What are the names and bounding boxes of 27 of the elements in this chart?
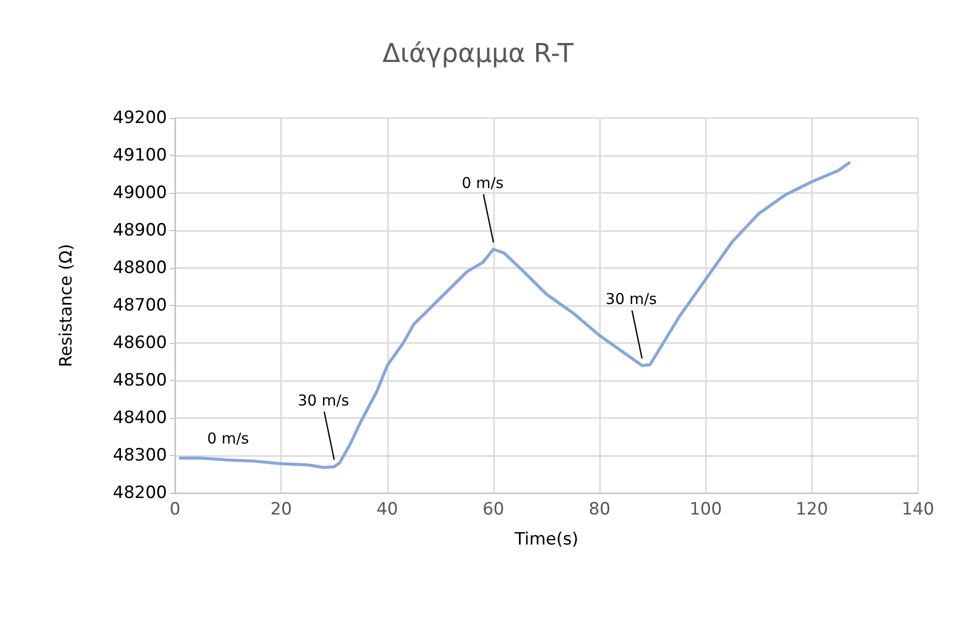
- y-tick-label: 48700: [112, 296, 167, 316]
- x-axis-title: Time(s): [514, 530, 578, 550]
- x-tick-label: 120: [796, 500, 828, 520]
- annotation: 0 m/s: [462, 174, 504, 192]
- chart-title: Διάγραμμα R-T: [382, 39, 574, 69]
- x-tick-label: 40: [376, 500, 398, 520]
- x-tick-label: 20: [270, 500, 292, 520]
- y-tick-label: 48400: [112, 408, 167, 428]
- x-tick-label: 140: [902, 500, 934, 520]
- x-tick-label: 60: [482, 500, 504, 520]
- y-tick-label: 48500: [112, 370, 167, 390]
- x-tick-label: 0: [170, 500, 180, 520]
- y-tick-label: 48200: [112, 483, 167, 503]
- annotation: 0 m/s: [207, 430, 250, 448]
- y-tick-label: 48300: [112, 446, 167, 466]
- y-tick-label: 49200: [112, 108, 167, 128]
- y-tick-label: 49100: [112, 146, 167, 166]
- y-tick-label: 48800: [112, 258, 167, 278]
- annotation: 30 m/s: [606, 290, 658, 308]
- x-tick-label: 100: [689, 500, 722, 520]
- y-tick-label: 48900: [112, 220, 167, 240]
- y-tick-label: 48600: [112, 333, 167, 353]
- annotation: 30 m/s: [298, 391, 350, 410]
- y-axis-title: Resistance (Ω): [56, 244, 76, 368]
- y-tick-label: 49000: [112, 183, 167, 203]
- x-tick-label: 80: [588, 500, 610, 520]
- line-series: [178, 162, 851, 469]
